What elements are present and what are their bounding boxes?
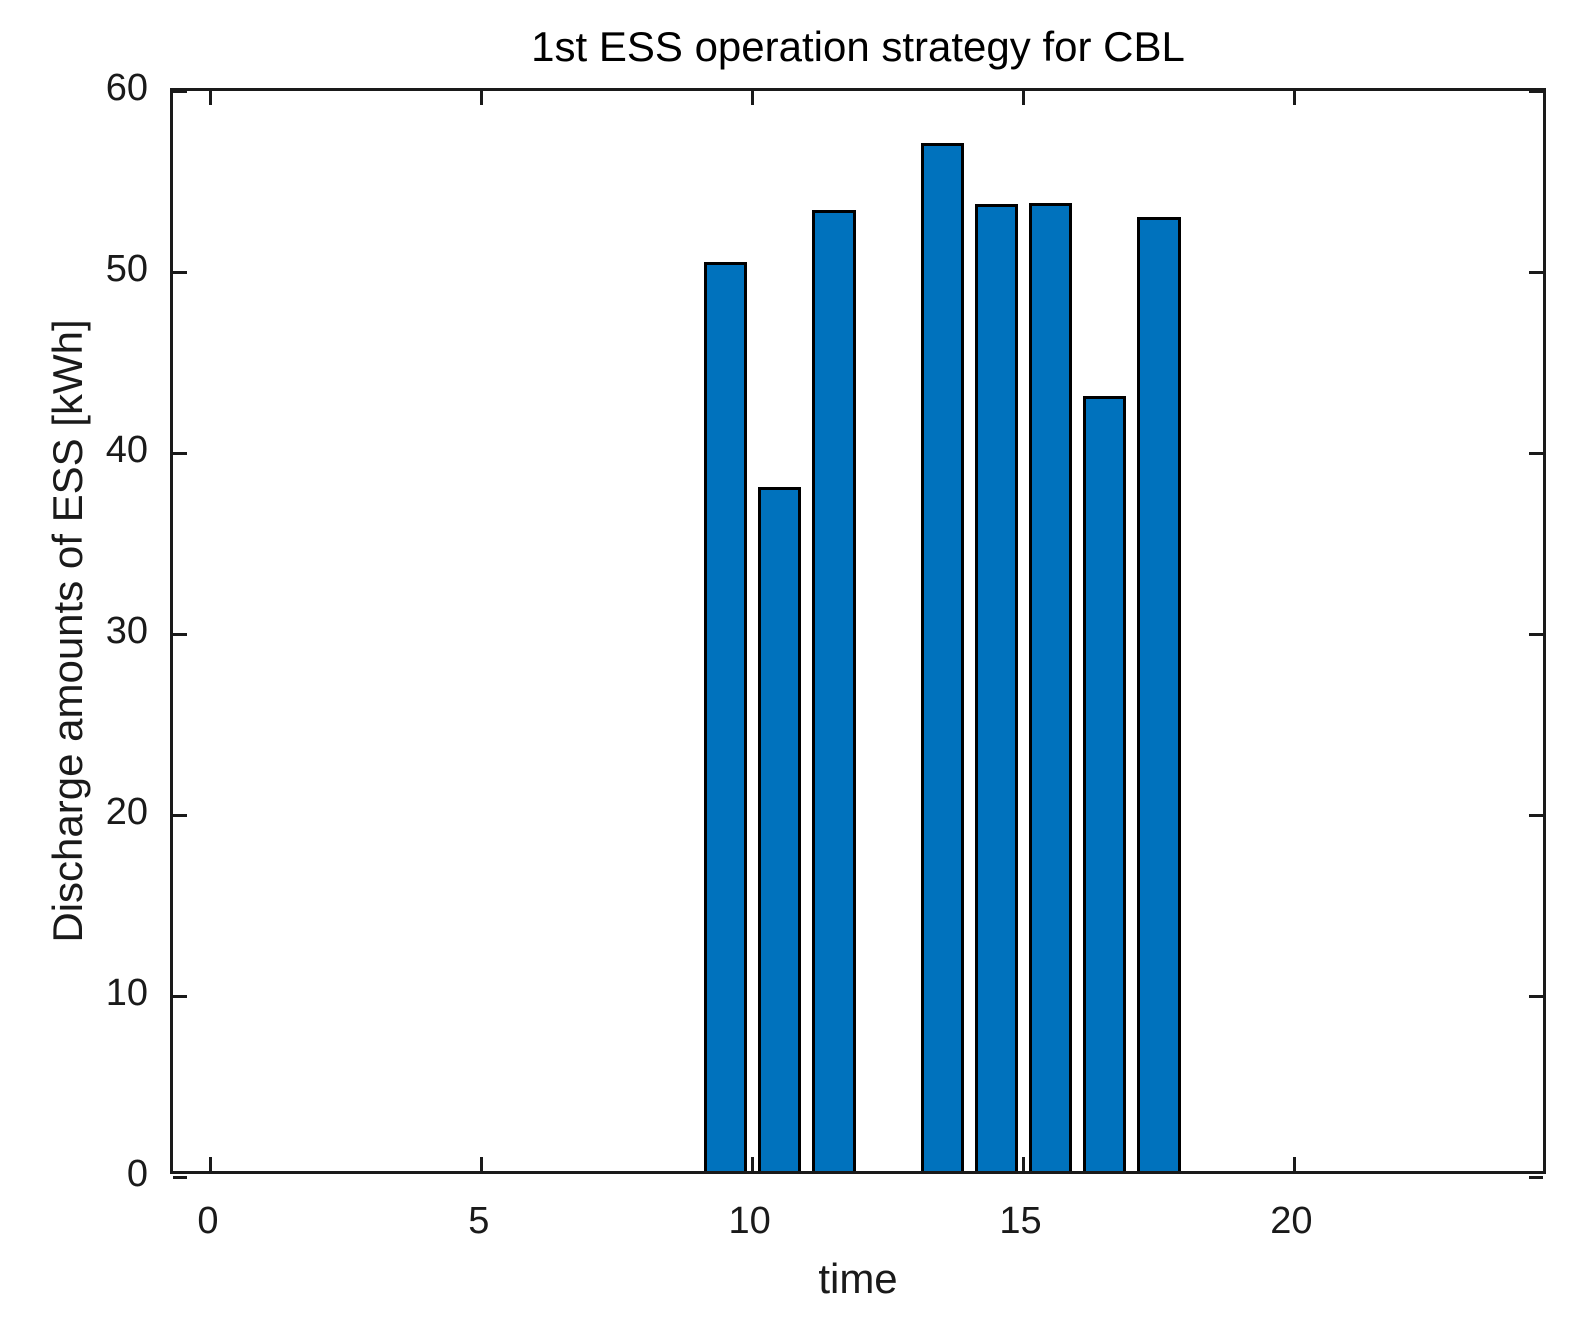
bar — [974, 204, 1019, 1171]
bar — [703, 262, 748, 1171]
x-tick-mark-top — [1022, 91, 1026, 105]
bar — [758, 486, 802, 1171]
y-tick-mark — [173, 270, 187, 274]
y-tick-mark — [173, 89, 187, 93]
x-tick-label: 5 — [468, 1200, 490, 1242]
y-tick-mark-right — [1529, 1175, 1543, 1179]
bar — [1137, 217, 1181, 1171]
y-tick-label: 30 — [105, 610, 148, 652]
x-tick-label: 15 — [999, 1200, 1042, 1242]
y-tick-mark — [173, 632, 187, 636]
y-tick-mark — [173, 813, 187, 817]
x-tick-mark-top — [751, 91, 755, 105]
plot-area — [170, 88, 1546, 1179]
x-tick-mark-top — [1292, 91, 1296, 105]
x-tick-label: 20 — [1270, 1200, 1313, 1242]
x-tick-mark — [209, 1157, 213, 1171]
y-tick-mark — [173, 451, 187, 455]
y-tick-mark — [173, 1175, 187, 1179]
bar — [812, 209, 856, 1171]
x-tick-mark — [1022, 1157, 1026, 1171]
bar — [1028, 202, 1073, 1171]
y-tick-mark-right — [1529, 813, 1543, 817]
y-tick-mark-right — [1529, 270, 1543, 274]
x-tick-label: 0 — [197, 1200, 219, 1242]
bar — [1083, 396, 1127, 1171]
x-tick-mark — [480, 1157, 484, 1171]
y-tick-mark — [173, 994, 187, 998]
y-tick-label: 0 — [126, 1153, 148, 1195]
y-tick-label: 10 — [105, 972, 148, 1014]
y-tick-label: 60 — [105, 67, 148, 109]
y-tick-mark-right — [1529, 994, 1543, 998]
x-tick-label: 10 — [728, 1200, 771, 1242]
y-tick-label: 40 — [105, 429, 148, 471]
x-tick-mark-top — [480, 91, 484, 105]
y-tick-label: 50 — [105, 248, 148, 290]
y-tick-mark-right — [1529, 451, 1543, 455]
x-tick-mark — [751, 1157, 755, 1171]
y-tick-mark-right — [1529, 632, 1543, 636]
bar — [920, 142, 964, 1171]
x-axis-label: time — [818, 1255, 898, 1302]
x-tick-mark-top — [209, 91, 213, 105]
y-tick-mark-right — [1529, 89, 1543, 93]
chart-title: 1st ESS operation strategy for CBL — [531, 23, 1185, 70]
y-tick-label: 20 — [105, 791, 148, 833]
x-tick-mark — [1292, 1157, 1296, 1171]
